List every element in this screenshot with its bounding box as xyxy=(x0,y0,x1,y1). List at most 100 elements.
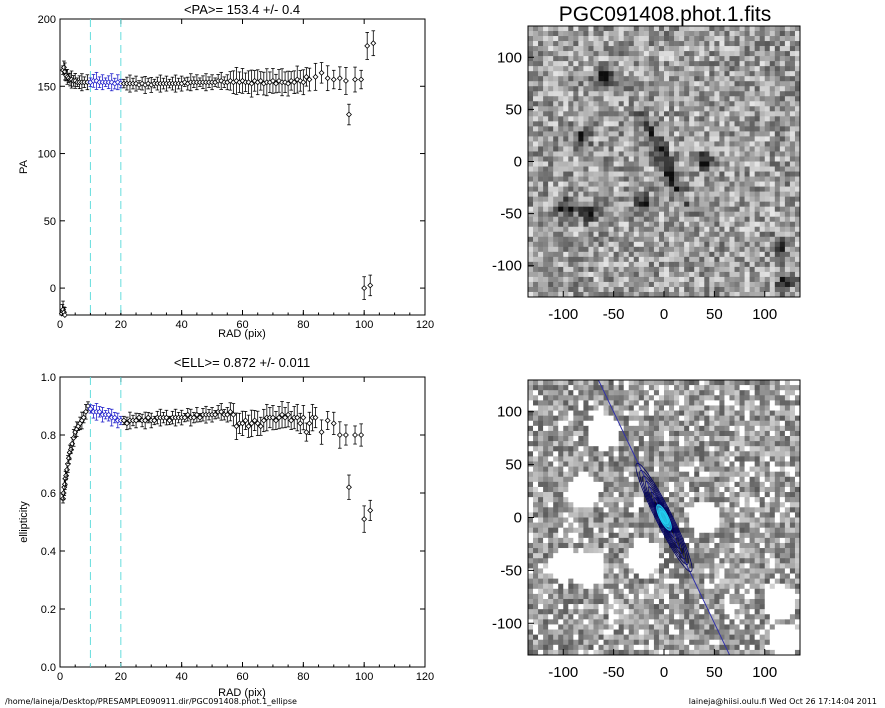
image-pixel xyxy=(538,380,544,386)
image-pixel xyxy=(689,471,695,478)
data-point xyxy=(163,414,170,421)
image-pixel xyxy=(593,400,599,406)
image-pixel xyxy=(669,446,675,452)
image-pixel xyxy=(533,36,539,42)
image-pixel xyxy=(769,26,776,32)
image-pixel xyxy=(734,451,740,457)
image-pixel xyxy=(583,415,589,422)
y-tick-label: -50 xyxy=(500,206,522,223)
image-pixel xyxy=(664,456,670,462)
image-pixel xyxy=(794,146,801,152)
image-pixel xyxy=(563,410,569,416)
image-pixel xyxy=(598,410,604,416)
image-pixel xyxy=(623,71,630,77)
image-pixel xyxy=(774,86,781,92)
image-pixel xyxy=(754,46,761,52)
image-pixel xyxy=(744,121,750,127)
image-pixel xyxy=(694,201,700,207)
image-pixel xyxy=(593,211,599,218)
image-pixel xyxy=(699,466,705,472)
image-pixel xyxy=(664,141,670,147)
image-pixel xyxy=(653,121,660,127)
image-pixel xyxy=(548,286,554,293)
image-pixel xyxy=(648,246,655,253)
image-pixel xyxy=(699,126,705,132)
image-pixel xyxy=(679,136,685,142)
image-pixel xyxy=(633,420,640,427)
image-pixel xyxy=(588,116,594,122)
image-pixel xyxy=(729,211,735,218)
image-pixel xyxy=(608,161,614,167)
image-pixel xyxy=(658,66,665,72)
image-pixel xyxy=(613,121,619,127)
image-pixel xyxy=(779,206,786,212)
image-pixel xyxy=(679,241,685,248)
image-pixel xyxy=(653,425,660,432)
image-pixel xyxy=(754,56,761,62)
image-pixel xyxy=(633,126,640,132)
image-pixel xyxy=(583,36,589,42)
image-pixel xyxy=(774,390,781,396)
image-pixel xyxy=(618,46,625,52)
image-pixel xyxy=(774,56,781,62)
y-tick-label: 50 xyxy=(44,216,56,228)
image-pixel xyxy=(669,241,675,248)
image-pixel xyxy=(648,51,655,57)
image-pixel xyxy=(623,425,630,432)
image-pixel xyxy=(528,146,534,152)
image-pixel xyxy=(669,276,675,283)
image-pixel xyxy=(754,121,761,127)
image-pixel xyxy=(528,86,534,92)
image-pixel xyxy=(689,390,695,396)
image-pixel xyxy=(593,466,599,472)
image-pixel xyxy=(734,156,740,162)
image-pixel xyxy=(623,196,630,202)
image-pixel xyxy=(583,405,589,411)
image-pixel xyxy=(628,461,635,467)
image-pixel xyxy=(623,161,630,167)
image-pixel xyxy=(638,31,645,37)
image-pixel xyxy=(759,276,766,283)
image-pixel xyxy=(578,191,584,197)
image-pixel xyxy=(588,256,594,263)
image-pixel xyxy=(538,171,544,177)
image-pixel xyxy=(769,41,776,47)
image-pixel xyxy=(679,131,685,137)
image-pixel xyxy=(568,126,574,132)
image-pixel xyxy=(553,256,559,263)
image-pixel xyxy=(633,236,640,243)
image-pixel xyxy=(784,136,791,142)
image-pixel xyxy=(794,266,801,273)
image-pixel xyxy=(573,46,579,52)
image-pixel xyxy=(724,56,730,62)
image-pixel xyxy=(789,181,796,187)
image-pixel xyxy=(553,385,559,391)
image-pixel xyxy=(548,106,554,112)
image-pixel xyxy=(598,36,604,42)
image-pixel xyxy=(794,196,801,202)
image-pixel xyxy=(669,56,675,62)
image-pixel xyxy=(779,66,786,72)
image-pixel xyxy=(563,61,569,67)
image-pixel xyxy=(674,141,680,147)
image-pixel xyxy=(789,246,796,253)
image-pixel xyxy=(613,390,619,396)
image-pixel xyxy=(699,226,705,233)
image-pixel xyxy=(674,206,680,212)
image-pixel xyxy=(719,101,725,107)
image-pixel xyxy=(664,246,670,253)
image-pixel xyxy=(729,81,735,87)
image-pixel xyxy=(709,456,715,462)
image-pixel xyxy=(578,436,584,442)
image-pixel xyxy=(684,211,690,218)
image-pixel xyxy=(754,385,761,391)
image-pixel xyxy=(633,86,640,92)
image-pixel xyxy=(744,136,750,142)
image-pixel xyxy=(764,261,771,268)
image-pixel xyxy=(613,466,619,472)
image-pixel xyxy=(623,471,630,478)
image-pixel xyxy=(603,251,609,258)
image-pixel xyxy=(699,446,705,452)
image-pixel xyxy=(653,46,660,52)
image-pixel xyxy=(734,86,740,92)
